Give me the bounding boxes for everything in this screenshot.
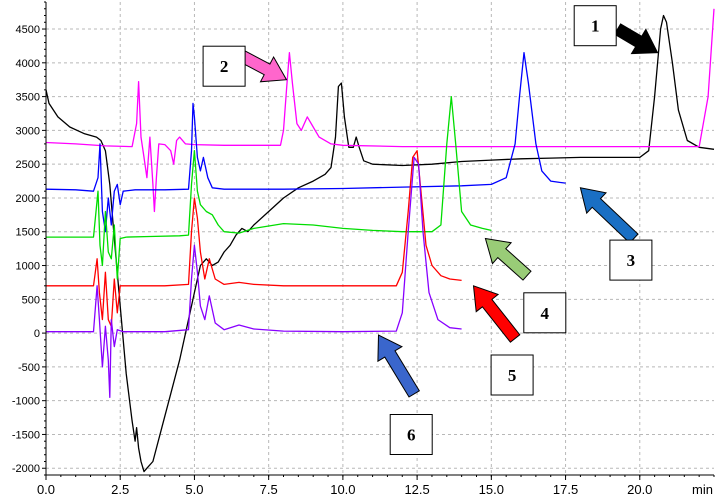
series-layer [45, 8, 715, 473]
y-tick-label: 3500 [16, 92, 40, 104]
y-tick-label: 1500 [16, 227, 40, 239]
x-tick-label: 15.0 [479, 482, 504, 497]
y-tick-label: 2000 [16, 193, 40, 205]
y-tick-label: 4000 [16, 58, 40, 70]
x-tick-label: 7.5 [260, 482, 278, 497]
callout-label-5: 5 [508, 366, 517, 385]
callout-box-2 [202, 45, 246, 87]
callouts-layer: 1 2 3 4 5 6 [202, 5, 659, 455]
series-line-6 [46, 156, 462, 398]
callout-arrow-5 [472, 285, 521, 343]
y-tick-label: -2000 [12, 463, 40, 475]
callout-box-4 [523, 292, 567, 334]
y-tick-label: 4500 [16, 24, 40, 36]
x-tick-label: 0.0 [37, 482, 55, 497]
y-tick-label: 1000 [16, 261, 40, 273]
callout-arrow-3 [579, 187, 639, 244]
callout-label-1: 1 [591, 17, 600, 36]
callout-arrow-4 [484, 237, 532, 281]
callout-label-2: 2 [220, 57, 229, 76]
series-line-2 [45, 8, 715, 213]
callout-box-5 [490, 354, 534, 396]
x-tick-label: 2.5 [111, 482, 129, 497]
x-tick-label: 17.5 [553, 482, 578, 497]
x-tick-label: 5.0 [185, 482, 203, 497]
series-line-5 [46, 150, 462, 327]
y-tick-label: -500 [18, 362, 40, 374]
callout-box-1 [573, 5, 617, 47]
callout-label-6: 6 [407, 426, 416, 445]
callout-label-3: 3 [627, 251, 636, 270]
callout-arrow-1 [613, 23, 659, 55]
series-line-3 [45, 52, 566, 233]
y-tick-label: 500 [22, 294, 40, 306]
callout-box-3 [609, 239, 653, 281]
callout-label-4: 4 [541, 304, 550, 323]
callout-arrow-6 [377, 334, 420, 398]
y-tick-label: 2500 [16, 159, 40, 171]
series-line-4 [46, 95, 492, 280]
axes: -2000 -1500 -1000 -500 0 500 1000 1500 2000 2500 3… [12, 1, 715, 497]
x-tick-label: 10.0 [330, 482, 355, 497]
x-tick-label: 12.5 [404, 482, 429, 497]
y-tick-label: -1500 [12, 429, 40, 441]
x-tick-label: 20.0 [627, 482, 652, 497]
callout-arrow-2 [238, 50, 288, 83]
y-tick-label: 3000 [16, 125, 40, 137]
callout-box-6 [389, 414, 433, 455]
x-unit-label: min [692, 482, 713, 497]
y-tick-label: -1000 [12, 396, 40, 408]
y-tick-label: 0 [34, 328, 40, 340]
series-line-1 [45, 14, 715, 473]
